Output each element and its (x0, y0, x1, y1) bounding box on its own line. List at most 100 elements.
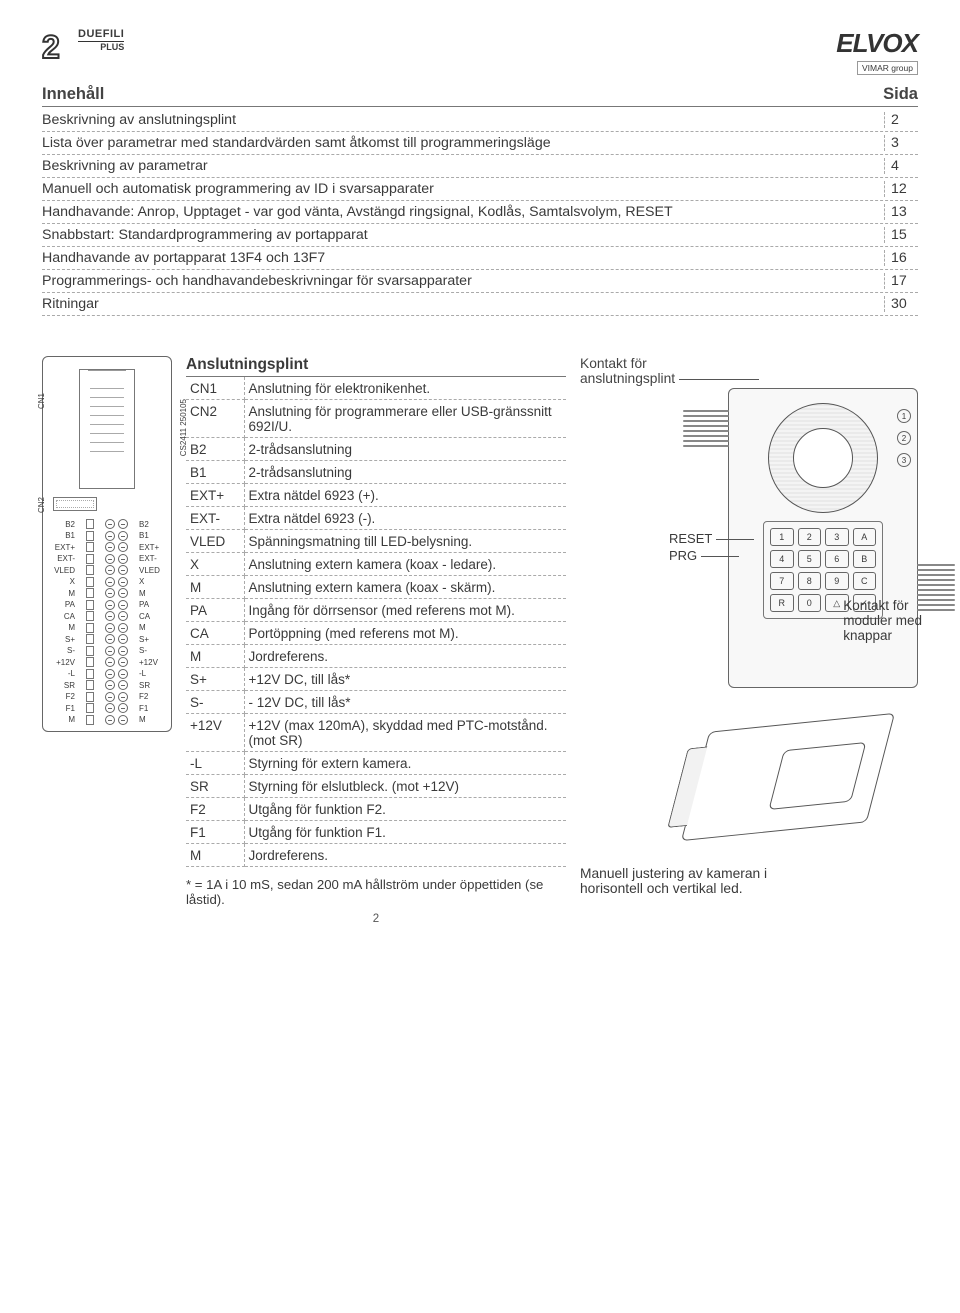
side-indicators: 1 2 3 (897, 409, 911, 467)
toc-page: 3 (884, 135, 918, 151)
keypad-key: 5 (798, 550, 822, 568)
toc-page: 4 (884, 158, 918, 174)
terminal-row: +12V+12V (49, 657, 165, 667)
reset-prg-labels: RESET PRG (669, 531, 754, 565)
pin-desc: Styrning för extern kamera. (244, 752, 566, 775)
pin-name: CN1 (186, 377, 244, 400)
kontakt-moduler-label: Kontakt för moduler med knappar (843, 598, 922, 643)
pin-name: PA (186, 599, 244, 622)
toc-page: 15 (884, 227, 918, 243)
keypad-key: 7 (770, 572, 794, 590)
terminal-row: MM (49, 715, 165, 725)
pin-desc: Extra nätdel 6923 (+). (244, 484, 566, 507)
terminal-row: B1B1 (49, 531, 165, 541)
terminal-row: S+S+ (49, 634, 165, 644)
pin-desc: 2-trådsanslutning (244, 461, 566, 484)
table-row: MJordreferens. (186, 844, 566, 867)
table-row: PAIngång för dörrsensor (med referens mo… (186, 599, 566, 622)
ribbon-right-icon (917, 561, 955, 625)
terminal-row: B2B2 (49, 519, 165, 529)
pin-name: B2 (186, 438, 244, 461)
pin-name: EXT- (186, 507, 244, 530)
footnote: * = 1A i 10 mS, sedan 200 mA hållström u… (186, 877, 566, 907)
terminal-row: MM (49, 588, 165, 598)
toc-row: Handhavande av portapparat 13F4 och 13F7… (42, 247, 918, 270)
toc-row: Beskrivning av anslutningsplint 2 (42, 109, 918, 132)
terminal-row: XX (49, 577, 165, 587)
keypad-key: 2 (798, 528, 822, 546)
terminal-row: -L-L (49, 669, 165, 679)
toc-label: Beskrivning av anslutningsplint (42, 112, 236, 128)
toc-label: Beskrivning av parametrar (42, 158, 208, 174)
toc-row: Programmerings- och handhavandebeskrivni… (42, 270, 918, 293)
ribbon-left-icon (683, 407, 729, 453)
keypad-key: B (853, 550, 877, 568)
camera-adjust-drawing (658, 712, 918, 862)
atable-title: Anslutningsplint (186, 356, 566, 377)
pin-desc: Anslutning extern kamera (koax - skärm). (244, 576, 566, 599)
keypad-key: 0 (798, 594, 822, 612)
table-row: F2Utgång för funktion F2. (186, 798, 566, 821)
toc-page: 12 (884, 181, 918, 197)
table-row: S++12V DC, till lås* (186, 668, 566, 691)
pin-name: M (186, 576, 244, 599)
pin-name: EXT+ (186, 484, 244, 507)
camera-circle-icon (768, 403, 878, 513)
pin-desc: Anslutning för elektronikenhet. (244, 377, 566, 400)
pin-desc: Jordreferens. (244, 645, 566, 668)
terminal-row: F2F2 (49, 692, 165, 702)
pin-desc: Spänningsmatning till LED-belysning. (244, 530, 566, 553)
pin-name: M (186, 844, 244, 867)
toc-page-title: Sida (883, 85, 918, 104)
toc-row: Handhavande: Anrop, Upptaget - var god v… (42, 201, 918, 224)
table-row: XAnslutning extern kamera (koax - ledare… (186, 553, 566, 576)
toc-row: Ritningar30 (42, 293, 918, 316)
elvox-text: ELVOX (836, 28, 918, 59)
pin-name: B1 (186, 461, 244, 484)
logo-duefili: 2 DUEFILI PLUS (42, 28, 124, 68)
cn1-label: CN1 (37, 393, 46, 409)
page-number: 2 (186, 913, 566, 925)
toc-label: Snabbstart: Standardprogrammering av por… (42, 227, 368, 243)
pin-name: F1 (186, 821, 244, 844)
svg-text:2: 2 (42, 29, 60, 65)
toc-label: Handhavande av portapparat 13F4 och 13F7 (42, 250, 325, 266)
table-row: +12V+12V (max 120mA), skyddad med PTC-mo… (186, 714, 566, 752)
pin-name: CA (186, 622, 244, 645)
pin-desc: +12V (max 120mA), skyddad med PTC-motstå… (244, 714, 566, 752)
pin-name: SR (186, 775, 244, 798)
pin-name: F2 (186, 798, 244, 821)
toc-page: 2 (884, 112, 918, 128)
pin-name: CN2 (186, 400, 244, 438)
toc-row: Manuell och automatisk programmering av … (42, 178, 918, 201)
toc-page: 13 (884, 204, 918, 220)
pin-desc: Portöppning (med referens mot M). (244, 622, 566, 645)
connector-cn2 (53, 497, 97, 511)
pin-desc: +12V DC, till lås* (244, 668, 566, 691)
cn2-label: CN2 (37, 497, 46, 513)
toc-label: Manuell och automatisk programmering av … (42, 181, 434, 197)
pin-name: S+ (186, 668, 244, 691)
terminal-row: F1F1 (49, 703, 165, 713)
keypad-key: C (853, 572, 877, 590)
logo-elvox: ELVOX VIMAR group (836, 28, 918, 75)
keypad-key: 9 (825, 572, 849, 590)
table-row: EXT-Extra nätdel 6923 (-). (186, 507, 566, 530)
pin-desc: Styrning för elslutbleck. (mot +12V) (244, 775, 566, 798)
table-row: EXT+Extra nätdel 6923 (+). (186, 484, 566, 507)
keypad-key: 8 (798, 572, 822, 590)
terminal-row: SRSR (49, 680, 165, 690)
table-row: MJordreferens. (186, 645, 566, 668)
anslutningsplint-table: Anslutningsplint CN1Anslutning för elekt… (186, 356, 566, 925)
toc-page: 17 (884, 273, 918, 289)
pin-desc: Extra nätdel 6923 (-). (244, 507, 566, 530)
table-row: CN1Anslutning för elektronikenhet. (186, 377, 566, 400)
keypad-key: 1 (770, 528, 794, 546)
plus-text: PLUS (78, 42, 124, 52)
terminal-row: S-S- (49, 646, 165, 656)
terminal-row: CACA (49, 611, 165, 621)
toc-label: Programmerings- och handhavandebeskrivni… (42, 273, 472, 289)
kontakt-splint-label: Kontakt för anslutningsplint (580, 356, 918, 386)
toc: Innehåll Sida Beskrivning av anslutnings… (42, 85, 918, 316)
vimar-group-text: VIMAR group (857, 61, 918, 75)
